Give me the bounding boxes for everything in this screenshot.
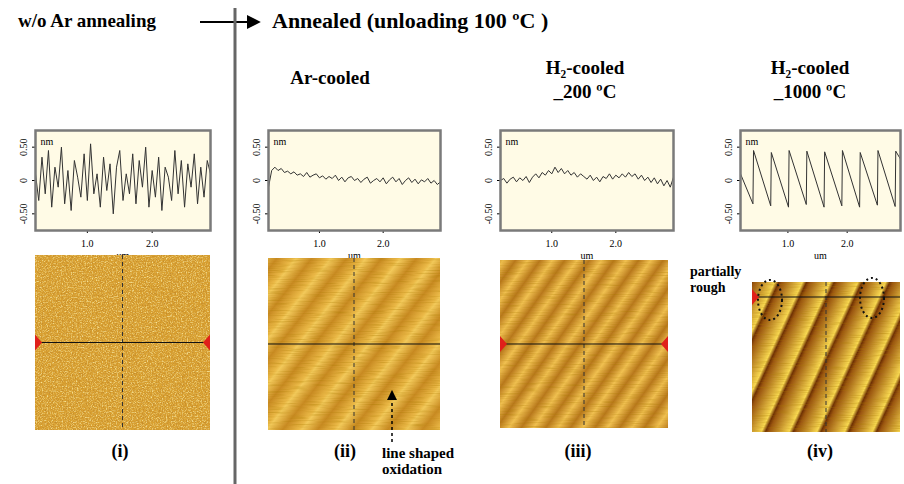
svg-text:nm: nm <box>506 136 519 147</box>
svg-text:nm: nm <box>41 136 54 147</box>
svg-text:1.0: 1.0 <box>81 238 94 249</box>
svg-text:2.0: 2.0 <box>610 238 623 249</box>
html-text:(iv): (iv) <box>807 441 833 461</box>
html-text:(i): (i) <box>111 441 129 461</box>
svg-text:0: 0 <box>483 178 494 183</box>
svg-text:1.0: 1.0 <box>313 238 326 249</box>
svg-text:-0.50: -0.50 <box>18 203 29 224</box>
svg-text:nm: nm <box>274 136 287 147</box>
html-text:(ii): (ii) <box>334 441 356 461</box>
html-text:(iii): (iii) <box>564 441 592 461</box>
svg-text:1.0: 1.0 <box>546 238 559 249</box>
html-text:H₂-cooled _1000 ºC: H₂-cooled _1000 ºC <box>770 57 850 102</box>
svg-text:0.50: 0.50 <box>483 138 494 156</box>
svg-text:2.0: 2.0 <box>377 238 390 249</box>
svg-text:-0.50: -0.50 <box>251 203 262 224</box>
svg-text:0.50: 0.50 <box>251 138 262 156</box>
html-text:line shaped oxidation: line shaped oxidation <box>382 445 455 477</box>
svg-text:-0.50: -0.50 <box>723 203 734 224</box>
html-text:Ar-cooled: Ar-cooled <box>290 67 370 88</box>
svg-text:um: um <box>814 250 827 261</box>
svg-text:um: um <box>348 249 361 261</box>
svg-text:0: 0 <box>18 178 29 183</box>
svg-text:1.0: 1.0 <box>782 238 795 249</box>
svg-text:nm: nm <box>746 136 759 147</box>
html-text:w/o Ar annealing: w/o Ar annealing <box>18 10 156 31</box>
svg-text:2.0: 2.0 <box>841 238 853 249</box>
svg-text:0: 0 <box>251 178 262 183</box>
html-text:partially rough: partially rough <box>690 264 742 295</box>
html-text:Annealed (unloading 100 ºC ): Annealed (unloading 100 ºC ) <box>272 8 549 33</box>
svg-text:0: 0 <box>723 178 734 183</box>
svg-text:um: um <box>116 249 130 261</box>
svg-text:2.0: 2.0 <box>146 238 159 249</box>
html-text:H₂-cooled _200 ºC: H₂-cooled _200 ºC <box>545 57 625 102</box>
svg-text:-0.50: -0.50 <box>483 203 494 224</box>
svg-text:0.50: 0.50 <box>723 138 734 156</box>
svg-text:0.50: 0.50 <box>18 138 29 156</box>
svg-text:um: um <box>581 250 594 261</box>
